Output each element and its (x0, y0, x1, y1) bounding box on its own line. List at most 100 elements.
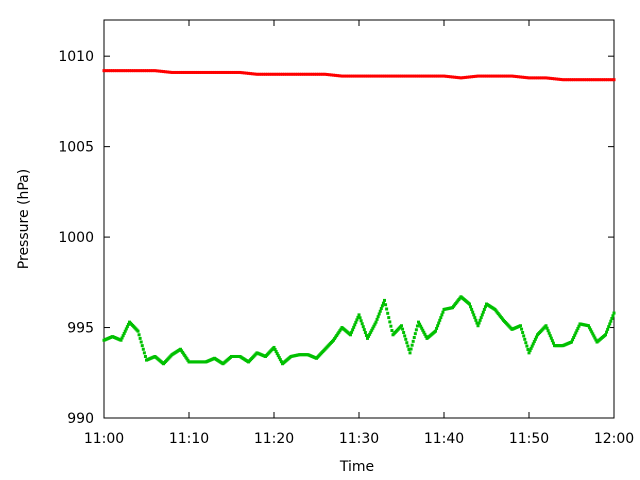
data-point (187, 70, 191, 74)
data-point (476, 74, 480, 78)
data-point (202, 70, 206, 74)
data-point (502, 74, 505, 78)
data-point (563, 78, 567, 82)
y-tick-label: 995 (67, 321, 94, 337)
data-point (609, 319, 613, 323)
data-point (136, 329, 140, 333)
data-point (480, 313, 484, 317)
data-point (134, 69, 138, 73)
data-point (510, 74, 514, 78)
data-point (149, 69, 153, 73)
data-point (565, 78, 569, 82)
data-point (580, 78, 584, 82)
data-point (351, 74, 355, 78)
data-point (434, 329, 437, 333)
data-point (366, 336, 369, 340)
data-point (255, 72, 259, 76)
data-point (520, 327, 524, 331)
data-point (582, 78, 586, 82)
data-point (363, 74, 367, 78)
data-point (276, 72, 280, 76)
data-point (489, 74, 493, 78)
data-point (287, 72, 291, 76)
data-point (174, 70, 178, 74)
data-point (567, 78, 571, 82)
data-point (597, 78, 601, 82)
data-point (417, 74, 420, 78)
plot-frame (103, 19, 615, 419)
data-point (592, 334, 596, 338)
data-point (588, 326, 592, 330)
data-point (368, 74, 372, 78)
data-point (397, 74, 401, 78)
y-axis-title: Pressure (hPa) (16, 169, 32, 269)
data-point (384, 303, 388, 307)
data-point (499, 74, 503, 78)
data-point (102, 69, 106, 73)
data-point (427, 74, 431, 78)
data-point (559, 77, 563, 81)
data-point (285, 72, 289, 76)
data-point (325, 72, 329, 76)
data-point (378, 74, 382, 78)
data-point (278, 358, 282, 362)
data-point (476, 324, 480, 328)
data-point (487, 74, 491, 78)
data-point (180, 349, 184, 353)
data-point (589, 328, 593, 332)
data-point (389, 74, 393, 78)
data-point (215, 70, 219, 74)
data-point (465, 75, 469, 79)
data-point (528, 349, 532, 353)
data-point (400, 324, 403, 328)
data-point (406, 344, 410, 348)
data-point (219, 70, 223, 74)
data-point (463, 75, 467, 79)
data-point (302, 72, 306, 76)
data-point (577, 324, 581, 328)
data-point (468, 75, 471, 79)
data-point (332, 338, 335, 342)
data-point (482, 307, 486, 311)
data-point (376, 315, 380, 319)
data-point (474, 318, 478, 322)
data-point (371, 326, 375, 330)
data-point (395, 74, 399, 78)
data-point (124, 327, 128, 331)
data-point (471, 310, 475, 314)
data-point (142, 69, 146, 73)
data-point (574, 78, 578, 82)
data-point (240, 71, 244, 75)
data-point (482, 74, 486, 78)
data-point (204, 70, 208, 74)
data-point (372, 74, 376, 78)
data-point (238, 70, 242, 74)
data-point (373, 322, 377, 326)
data-point (573, 333, 577, 337)
data-point (147, 69, 151, 73)
data-point (128, 69, 131, 73)
data-point (572, 335, 576, 339)
data-point (306, 72, 310, 76)
data-point (412, 335, 416, 339)
data-point (388, 320, 392, 324)
data-point (122, 331, 126, 335)
data-point (317, 72, 321, 76)
data-point (157, 69, 161, 73)
data-point (514, 75, 518, 79)
data-point (198, 70, 202, 74)
data-point (529, 346, 533, 350)
data-point (126, 322, 130, 326)
data-point (536, 76, 539, 80)
data-point (338, 74, 342, 78)
data-point (335, 333, 339, 337)
data-series (102, 69, 616, 366)
data-point (139, 340, 143, 344)
data-point (555, 77, 559, 81)
data-point (550, 339, 554, 343)
data-point (232, 70, 236, 74)
data-point (542, 76, 546, 80)
x-tick-label: 11:30 (339, 431, 379, 447)
data-point (336, 74, 340, 78)
data-point (531, 76, 535, 80)
